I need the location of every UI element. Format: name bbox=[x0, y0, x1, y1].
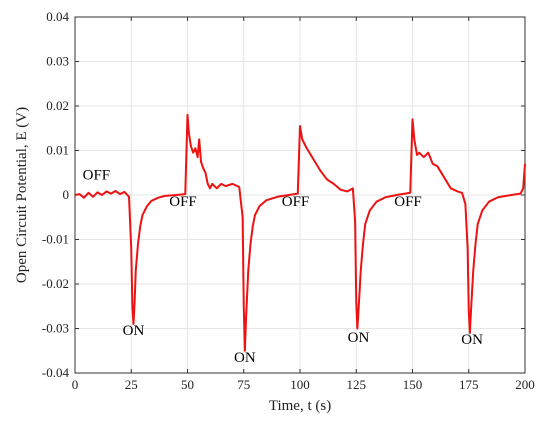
x-tick-label: 125 bbox=[347, 377, 367, 392]
x-tick-label: 150 bbox=[403, 377, 423, 392]
x-tick-label: 25 bbox=[125, 377, 138, 392]
x-tick-label: 0 bbox=[72, 377, 79, 392]
y-tick-label: -0.03 bbox=[42, 321, 69, 336]
x-tick-label: 50 bbox=[181, 377, 194, 392]
y-tick-label: 0.01 bbox=[46, 143, 69, 158]
annotation-off: OFF bbox=[282, 194, 310, 210]
y-tick-label: 0.03 bbox=[46, 54, 69, 69]
annotation-on: ON bbox=[234, 350, 256, 366]
annotation-off: OFF bbox=[83, 167, 111, 183]
annotation-on: ON bbox=[461, 332, 483, 348]
annotation-off: OFF bbox=[169, 194, 197, 210]
annotation-off: OFF bbox=[394, 194, 422, 210]
y-tick-label: -0.01 bbox=[42, 232, 69, 247]
y-tick-label: 0 bbox=[63, 187, 70, 202]
x-axis-label: Time, t (s) bbox=[269, 398, 331, 414]
x-tick-label: 200 bbox=[515, 377, 535, 392]
y-tick-label: -0.02 bbox=[42, 276, 69, 291]
x-tick-label: 175 bbox=[459, 377, 479, 392]
annotation-on: ON bbox=[123, 323, 145, 339]
annotation-on: ON bbox=[348, 330, 370, 346]
series-line bbox=[74, 113, 526, 352]
x-tick-label: 100 bbox=[290, 377, 310, 392]
y-tick-label: 0.04 bbox=[46, 9, 69, 24]
y-tick-label: -0.04 bbox=[42, 365, 70, 380]
y-tick-label: 0.02 bbox=[46, 98, 69, 113]
x-tick-label: 75 bbox=[237, 377, 250, 392]
y-axis-label: Open Circuit Potential, E (V) bbox=[14, 107, 30, 283]
